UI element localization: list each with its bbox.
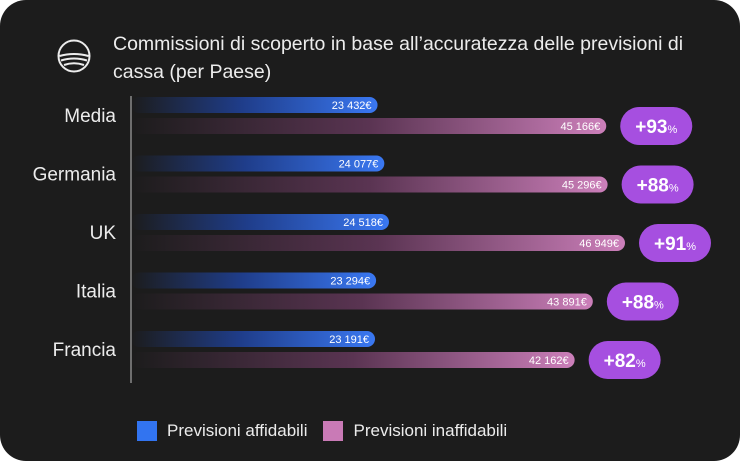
difference-label: +88% (637, 176, 679, 197)
chart-title: Commissioni di scoperto in base all’accu… (113, 33, 684, 83)
difference-badge (588, 341, 661, 379)
difference-label: +88% (622, 293, 664, 314)
category-label: Media (64, 106, 116, 127)
bar-reliable (131, 214, 389, 230)
bar-unreliable (131, 293, 593, 310)
legend-label-reliable: Previsioni affidabili (167, 421, 308, 440)
bar-unreliable-label: 45 296€ (562, 180, 602, 192)
bar-reliable-label: 24 518€ (343, 217, 383, 229)
category-label: Francia (53, 340, 117, 361)
legend-item-reliable: Previsioni affidabili (137, 421, 307, 441)
chart-legend: Previsioni affidabili Previsioni inaffid… (137, 421, 523, 441)
bar-unreliable-label: 42 162€ (529, 355, 569, 367)
bar-unreliable (131, 235, 625, 251)
difference-badge (639, 224, 711, 262)
bar-reliable-label: 23 294€ (330, 276, 370, 288)
difference-badge (606, 282, 679, 321)
wave-logo-icon (57, 39, 91, 73)
legend-item-unreliable: Previsioni inaffidabili (323, 421, 507, 441)
difference-label: +93% (635, 117, 677, 138)
bar-reliable-label: 23 191€ (329, 334, 369, 346)
category-label: UK (90, 223, 117, 244)
bar-reliable (131, 155, 385, 172)
bar-reliable (131, 97, 378, 113)
category-label: Italia (76, 282, 117, 303)
bar-reliable-label: 23 432€ (332, 100, 372, 112)
bar-unreliable (131, 118, 607, 134)
bar-reliable (131, 272, 377, 289)
bar-unreliable-label: 46 949€ (579, 238, 619, 250)
legend-label-unreliable: Previsioni inaffidabili (353, 421, 508, 440)
legend-swatch-reliable (137, 421, 157, 441)
difference-badge (621, 165, 694, 204)
bar-unreliable (131, 352, 575, 368)
bar-unreliable-label: 45 166€ (560, 121, 600, 133)
bar-unreliable (131, 176, 608, 193)
bar-reliable-label: 24 077€ (339, 159, 379, 171)
legend-swatch-unreliable (323, 421, 344, 441)
difference-badge (620, 107, 693, 145)
category-label: Germania (33, 165, 117, 186)
difference-label: +82% (604, 351, 646, 372)
bar-reliable (131, 331, 376, 347)
bar-unreliable-label: 43 891€ (547, 297, 587, 309)
difference-label: +91% (654, 234, 696, 255)
